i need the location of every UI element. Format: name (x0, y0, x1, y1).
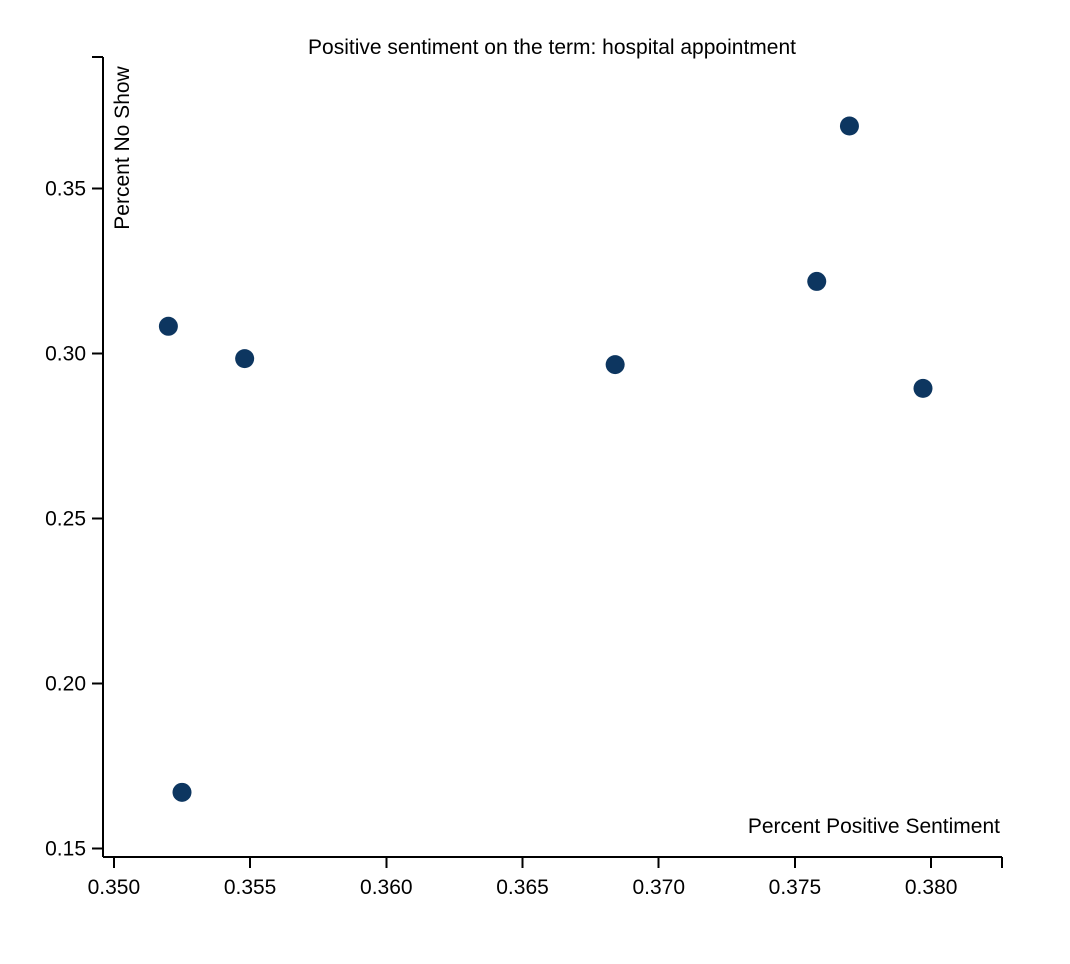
data-point (605, 355, 625, 375)
data-point (158, 316, 178, 336)
y-tick-label: 0.25 (45, 508, 86, 531)
data-points (158, 116, 933, 802)
y-tick-label: 0.20 (45, 673, 86, 696)
x-tick-label: 0.380 (905, 876, 958, 899)
data-point (235, 349, 255, 369)
x-axis: 0.350 0.355 0.360 0.365 0.370 0.375 0.380 (88, 856, 1003, 899)
data-point (807, 271, 827, 291)
y-axis-title: Percent No Show (111, 65, 134, 229)
x-tick-label: 0.365 (496, 876, 549, 899)
data-point (839, 116, 859, 136)
y-axis: 0.15 0.20 0.25 0.30 0.35 (45, 56, 104, 861)
x-tick-label: 0.350 (88, 876, 141, 899)
y-tick-label: 0.30 (45, 343, 86, 366)
x-tick-label: 0.360 (360, 876, 413, 899)
x-tick-label: 0.355 (224, 876, 277, 899)
y-tick-label: 0.15 (45, 838, 86, 861)
data-point (172, 782, 192, 802)
x-tick-label: 0.375 (769, 876, 822, 899)
data-point (913, 378, 933, 398)
chart-title: Positive sentiment on the term: hospital… (308, 36, 796, 59)
x-axis-title: Percent Positive Sentiment (748, 815, 1000, 838)
x-tick-label: 0.370 (632, 876, 685, 899)
y-tick-label: 0.35 (45, 178, 86, 201)
